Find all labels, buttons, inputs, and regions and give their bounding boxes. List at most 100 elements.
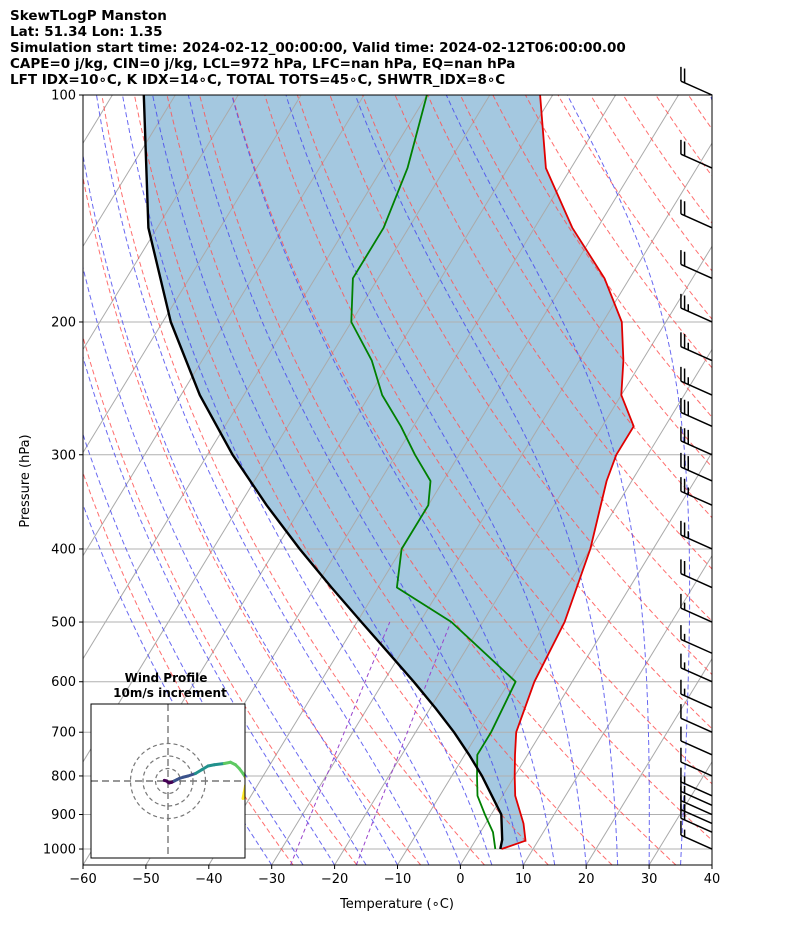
moist-adiabat	[566, 95, 691, 865]
moist-adiabat	[121, 95, 461, 865]
mixing-ratio-line	[290, 621, 391, 865]
isotherm-20	[585, 657, 712, 865]
moist-adiabat	[187, 95, 524, 865]
x-tick-label: 40	[704, 872, 721, 887]
isotherm--20	[334, 245, 712, 865]
wind-barb	[680, 293, 713, 323]
y-tick-label: 800	[51, 769, 76, 784]
x-tick-label: 20	[578, 872, 595, 887]
wind-barb	[680, 332, 713, 362]
isotherm--10	[397, 348, 712, 865]
wind-barb	[680, 199, 713, 229]
mixing-ratio-line	[355, 621, 452, 865]
dry-adiabat	[133, 95, 549, 865]
y-tick-label: 600	[51, 675, 76, 690]
isotherm-10	[522, 554, 712, 865]
x-axis-label: Temperature (∘C)	[339, 897, 454, 912]
x-tick-label: −50	[132, 872, 159, 887]
isotherm--40	[208, 95, 680, 865]
hodograph-segment	[244, 775, 245, 782]
wind-barb	[680, 593, 713, 623]
wind-barb	[680, 747, 713, 777]
moist-adiabat	[285, 95, 587, 865]
moist-adiabat	[95, 95, 430, 865]
y-tick-label: 900	[51, 808, 76, 823]
hodograph-segment	[241, 790, 245, 800]
hodograph-segment	[244, 782, 245, 788]
wind-barb	[680, 777, 713, 806]
isotherm-40	[711, 864, 712, 865]
dry-adiabat	[329, 95, 712, 676]
isotherm--120	[83, 95, 176, 248]
dry-adiabat	[264, 95, 712, 785]
dry-adiabat	[589, 95, 712, 272]
y-tick-label: 1000	[43, 843, 76, 858]
hodograph-segment	[241, 772, 245, 779]
isotherm--100	[83, 95, 302, 454]
isotherm--90	[83, 95, 365, 557]
y-tick-label: 400	[51, 542, 76, 557]
moist-adiabat	[83, 432, 304, 865]
dry-adiabat	[622, 95, 712, 225]
y-tick-label: 100	[51, 89, 76, 104]
moist-adiabat	[83, 355, 336, 865]
hodograph-title: Wind Profile	[125, 671, 208, 685]
y-axis-label: Pressure (hPa)	[18, 434, 33, 527]
dry-adiabat	[83, 335, 358, 865]
dry-adiabat	[655, 95, 712, 177]
dry-adiabat	[101, 95, 485, 865]
wind-barb	[680, 398, 713, 427]
dry-adiabat	[427, 95, 712, 519]
dry-adiabat	[709, 78, 794, 865]
isotherm--30	[271, 142, 712, 865]
dry-adiabat	[557, 95, 712, 320]
isotherm-0	[459, 451, 712, 865]
wind-barb	[680, 820, 713, 850]
isotherm--80	[83, 95, 428, 660]
wind-barb	[680, 704, 713, 733]
header-cape: CAPE=0 j/kg, CIN=0 j/kg, LCL=972 hPa, LF…	[10, 56, 516, 72]
wind-barb	[680, 767, 713, 797]
temperature-line	[501, 95, 635, 850]
y-tick-label: 200	[51, 315, 76, 330]
dry-adiabat	[231, 95, 712, 841]
wind-barb	[680, 366, 713, 396]
isotherm--110	[83, 95, 239, 351]
moist-adiabat	[83, 265, 367, 865]
wind-barb	[680, 786, 713, 816]
dewpoint-line	[350, 95, 517, 850]
x-tick-label: −30	[258, 872, 285, 887]
dry-adiabat	[394, 95, 712, 570]
wind-barb	[680, 426, 713, 456]
y-tick-label: 700	[51, 726, 76, 741]
x-tick-label: 10	[515, 872, 532, 887]
hodograph-segment	[212, 762, 226, 767]
header-times: Simulation start time: 2024-02-12_00:00:…	[10, 40, 626, 56]
wind-barb	[680, 625, 713, 654]
x-tick-label: −10	[384, 872, 411, 887]
dry-adiabat	[524, 95, 712, 369]
x-tick-label: −40	[195, 872, 222, 887]
chart-header: SkewTLogP Manston Lat: 51.34 Lon: 1.35 S…	[10, 8, 626, 88]
header-location: Lat: 51.34 Lon: 1.35	[10, 24, 163, 40]
dry-adiabat	[199, 95, 677, 865]
wind-barb	[680, 452, 713, 482]
x-tick-label: −60	[69, 872, 96, 887]
parcel-line	[142, 95, 504, 850]
wind-barb	[680, 250, 713, 279]
wind-barb	[680, 559, 713, 589]
dry-adiabat	[741, 78, 794, 865]
dry-adiabat	[83, 174, 422, 865]
wind-barb	[680, 795, 713, 825]
wind-barb	[680, 520, 713, 550]
x-tick-label: 30	[641, 872, 658, 887]
dry-adiabat	[459, 95, 712, 468]
wind-barb	[680, 653, 713, 683]
dry-adiabat	[166, 95, 613, 865]
moist-adiabat	[231, 95, 556, 865]
hodograph-subtitle: 10m/s increment	[113, 686, 227, 700]
x-tick-label: −20	[321, 872, 348, 887]
y-tick-label: 500	[51, 616, 76, 631]
header-station: SkewTLogP Manston	[10, 8, 167, 24]
